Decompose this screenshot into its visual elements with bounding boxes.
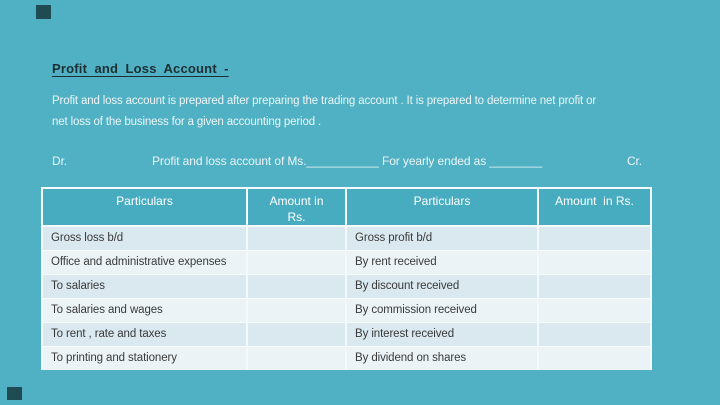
table-row: To rent , rate and taxes By interest rec… (41, 321, 652, 346)
table-cell (246, 321, 347, 346)
table-cell (537, 249, 652, 274)
table-cell (246, 273, 347, 298)
col-header-amount-debit: Amount in Rs. (246, 187, 347, 227)
col-header-amount-debit-label: Amount in Rs. (269, 194, 324, 224)
intro-line-2: net loss of the business for a given acc… (52, 116, 322, 128)
table-row: To printing and stationery By dividend o… (41, 345, 652, 370)
table-row: To salaries By discount received (41, 273, 652, 298)
table-cell (246, 225, 347, 250)
table-row: Office and administrative expenses By re… (41, 249, 652, 274)
col-header-particulars-debit: Particulars (41, 187, 248, 227)
intro-line-1: Profit and loss account is prepared afte… (52, 95, 597, 107)
corner-accent-bottom (7, 387, 22, 400)
table-cell (246, 249, 347, 274)
table-cell: By rent received (345, 249, 539, 274)
pl-account-table: Particulars Amount in Rs. Particulars Am… (41, 187, 652, 370)
table-cell: By interest received (345, 321, 539, 346)
table-cell: Gross loss b/d (41, 225, 248, 250)
table-row: Gross loss b/d Gross profit b/d (41, 225, 652, 250)
table-cell: By discount received (345, 273, 539, 298)
dr-label: Dr. (52, 154, 68, 168)
table-cell: Office and administrative expenses (41, 249, 248, 274)
table-cell: To rent , rate and taxes (41, 321, 248, 346)
corner-accent-top (36, 5, 51, 19)
table-cell (537, 321, 652, 346)
page-title: Profit and Loss Account - (52, 61, 229, 76)
table-cell (246, 345, 347, 370)
table-cell: To salaries and wages (41, 297, 248, 322)
table-header-row: Particulars Amount in Rs. Particulars Am… (41, 187, 652, 227)
account-heading: Profit and loss account of Ms.__________… (152, 154, 542, 168)
table-cell (537, 345, 652, 370)
table-cell (246, 297, 347, 322)
table-cell: Gross profit b/d (345, 225, 539, 250)
cr-label: Cr. (626, 154, 642, 168)
table-cell (537, 225, 652, 250)
table-cell: To printing and stationery (41, 345, 248, 370)
table-cell (537, 297, 652, 322)
table-cell (537, 273, 652, 298)
table-cell: By commission received (345, 297, 539, 322)
table-row: To salaries and wages By commission rece… (41, 297, 652, 322)
table-cell: By dividend on shares (345, 345, 539, 370)
col-header-amount-credit: Amount in Rs. (537, 187, 652, 227)
table-cell: To salaries (41, 273, 248, 298)
col-header-particulars-credit: Particulars (345, 187, 539, 227)
account-heading-row: Dr. Profit and loss account of Ms.______… (52, 154, 642, 168)
intro-paragraph: Profit and loss account is prepared afte… (52, 91, 596, 133)
